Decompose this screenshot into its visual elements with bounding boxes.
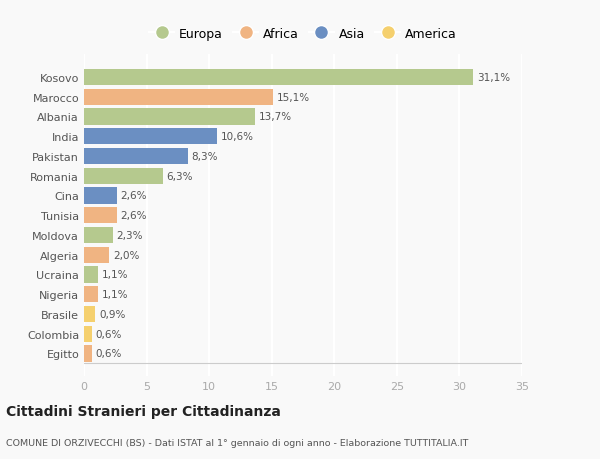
Bar	[84, 227, 113, 244]
Text: 2,3%: 2,3%	[116, 230, 143, 241]
Text: 31,1%: 31,1%	[477, 73, 510, 83]
Bar	[84, 306, 95, 322]
Text: 2,0%: 2,0%	[113, 250, 139, 260]
Text: 13,7%: 13,7%	[259, 112, 292, 122]
Text: 1,1%: 1,1%	[101, 290, 128, 300]
Bar	[84, 90, 273, 106]
Text: COMUNE DI ORZIVECCHI (BS) - Dati ISTAT al 1° gennaio di ogni anno - Elaborazione: COMUNE DI ORZIVECCHI (BS) - Dati ISTAT a…	[6, 438, 469, 447]
Text: 8,3%: 8,3%	[191, 151, 218, 162]
Text: 6,3%: 6,3%	[167, 171, 193, 181]
Bar	[84, 286, 98, 302]
Bar	[84, 326, 92, 342]
Bar	[84, 188, 116, 204]
Text: 0,9%: 0,9%	[99, 309, 125, 319]
Bar	[84, 207, 116, 224]
Bar	[84, 129, 217, 145]
Bar	[84, 109, 256, 125]
Bar	[84, 168, 163, 185]
Text: 0,6%: 0,6%	[95, 349, 122, 358]
Bar	[84, 346, 92, 362]
Text: 0,6%: 0,6%	[95, 329, 122, 339]
Bar	[84, 247, 109, 263]
Text: 15,1%: 15,1%	[277, 92, 310, 102]
Text: 1,1%: 1,1%	[101, 270, 128, 280]
Bar	[84, 267, 98, 283]
Text: 2,6%: 2,6%	[120, 191, 147, 201]
Text: 10,6%: 10,6%	[220, 132, 253, 142]
Legend: Europa, Africa, Asia, America: Europa, Africa, Asia, America	[144, 23, 462, 46]
Text: 2,6%: 2,6%	[120, 211, 147, 221]
Text: Cittadini Stranieri per Cittadinanza: Cittadini Stranieri per Cittadinanza	[6, 404, 281, 419]
Bar	[84, 70, 473, 86]
Bar	[84, 149, 188, 165]
